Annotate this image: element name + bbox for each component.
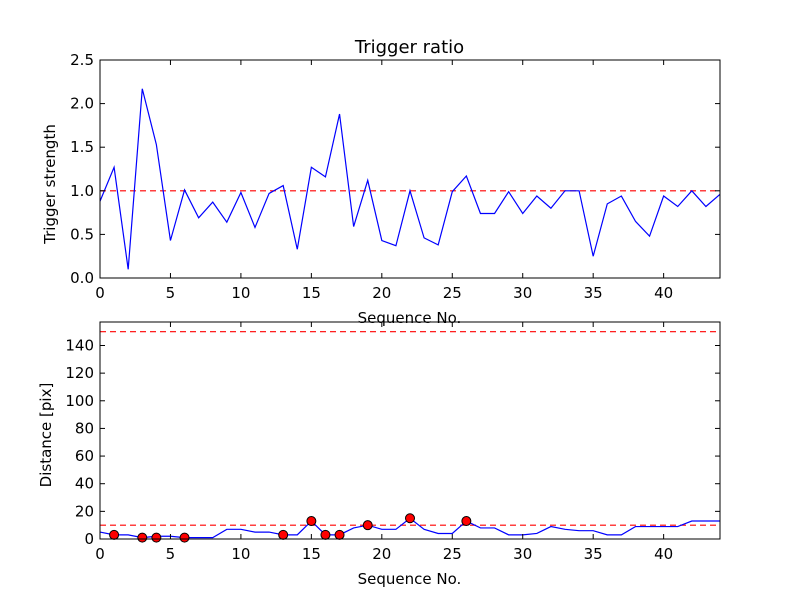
x-tick-label: 0: [95, 545, 105, 563]
y-tick-label: 140: [65, 336, 94, 354]
y-tick-label: 80: [75, 419, 94, 437]
x-tick-label: 5: [166, 284, 176, 302]
data-point-marker: [334, 529, 345, 540]
x-axis-label: Sequence No.: [358, 570, 462, 588]
x-tick-label: 25: [443, 284, 462, 302]
y-tick-label: 2.0: [70, 95, 94, 113]
series-line: [99, 88, 721, 270]
y-tick-label: 0.0: [70, 269, 94, 287]
x-tick-label: 40: [654, 284, 673, 302]
data-point-marker: [362, 520, 373, 531]
y-tick-label: 1.5: [70, 138, 94, 156]
x-tick-label: 20: [372, 545, 391, 563]
y-tick-label: 60: [75, 447, 94, 465]
x-axis-label: Sequence No.: [358, 309, 462, 327]
y-tick-label: 0.5: [70, 225, 94, 243]
x-tick-label: 40: [654, 545, 673, 563]
y-tick-label: 1.0: [70, 182, 94, 200]
axes-frame: [99, 59, 721, 279]
chart-title: Trigger ratio: [354, 37, 464, 58]
x-tick-label: 10: [231, 545, 250, 563]
data-point-marker: [151, 532, 162, 543]
x-tick-label: 35: [584, 284, 603, 302]
subplot-distance: 0 5 10 15 20 25 30 35 40 0 20 40 60 80 100 120 140 Dista…: [37, 321, 721, 588]
data-point-marker: [179, 532, 190, 543]
y-tick-label: 40: [75, 475, 94, 493]
x-tick-label: 15: [302, 284, 321, 302]
x-tick-label: 30: [513, 284, 532, 302]
x-tick-label: 35: [584, 545, 603, 563]
data-point-marker: [306, 516, 317, 527]
plot-area: 0 5 10 15 20 25 30 35 40 0.0 0.5 1.0 1.5 2.0 2.5: [70, 51, 721, 302]
y-axis-label: Distance [pix]: [37, 383, 55, 488]
x-tick-label: 20: [372, 284, 391, 302]
x-tick-label: 10: [231, 284, 250, 302]
x-tick-label: 30: [513, 545, 532, 563]
x-tick-label: 0: [95, 284, 105, 302]
x-tick-label: 25: [443, 545, 462, 563]
data-point-marker: [461, 516, 472, 527]
y-tick-label: 2.5: [70, 51, 94, 69]
data-point-marker: [278, 529, 289, 540]
data-point-marker: [405, 513, 415, 524]
y-tick-label: 100: [65, 392, 94, 410]
y-tick-label: 120: [65, 364, 94, 382]
x-tick-label: 15: [302, 545, 321, 563]
subplot-trigger-ratio: Trigger ratio 0 5 10 15 20 25 30 35 40 0.0 0.5 1.0 1…: [41, 37, 721, 327]
data-point-marker: [320, 529, 331, 540]
plot-area: 0 5 10 15 20 25 30 35 40 0 20 40 60 80 100 120 140: [65, 321, 721, 563]
x-tick-label: 5: [166, 545, 176, 563]
y-axis-label: Trigger strength: [41, 124, 59, 245]
y-tick-label: 0: [84, 530, 94, 548]
data-point-marker: [109, 529, 120, 540]
y-tick-label: 20: [75, 502, 94, 520]
axes-frame: [99, 321, 721, 540]
data-point-marker: [137, 532, 148, 543]
